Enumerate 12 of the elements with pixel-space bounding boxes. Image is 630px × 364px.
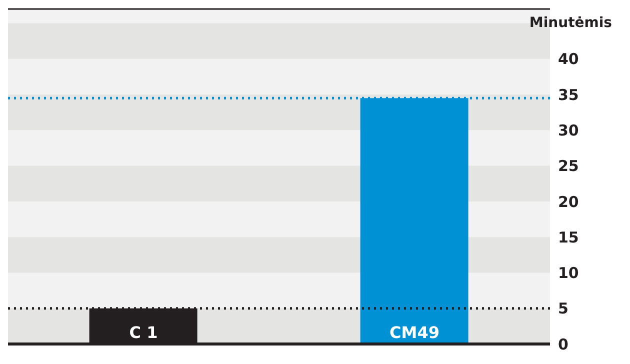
y-tick-label: 40 (558, 50, 579, 68)
y-axis-title: Minutėmis (529, 14, 612, 31)
x-tick-label: C 1 (129, 323, 158, 342)
y-tick-label: 35 (558, 86, 579, 104)
y-tick-label: 5 (558, 300, 568, 318)
y-tick-label: 25 (558, 157, 579, 176)
x-tick-label: CM49 (390, 323, 440, 342)
y-tick-label: 0 (558, 335, 568, 354)
y-tick-label: 20 (558, 192, 579, 211)
y-tick-label: 15 (558, 228, 579, 246)
y-tick-label: 10 (558, 264, 579, 282)
y-tick-label: 30 (558, 121, 579, 140)
